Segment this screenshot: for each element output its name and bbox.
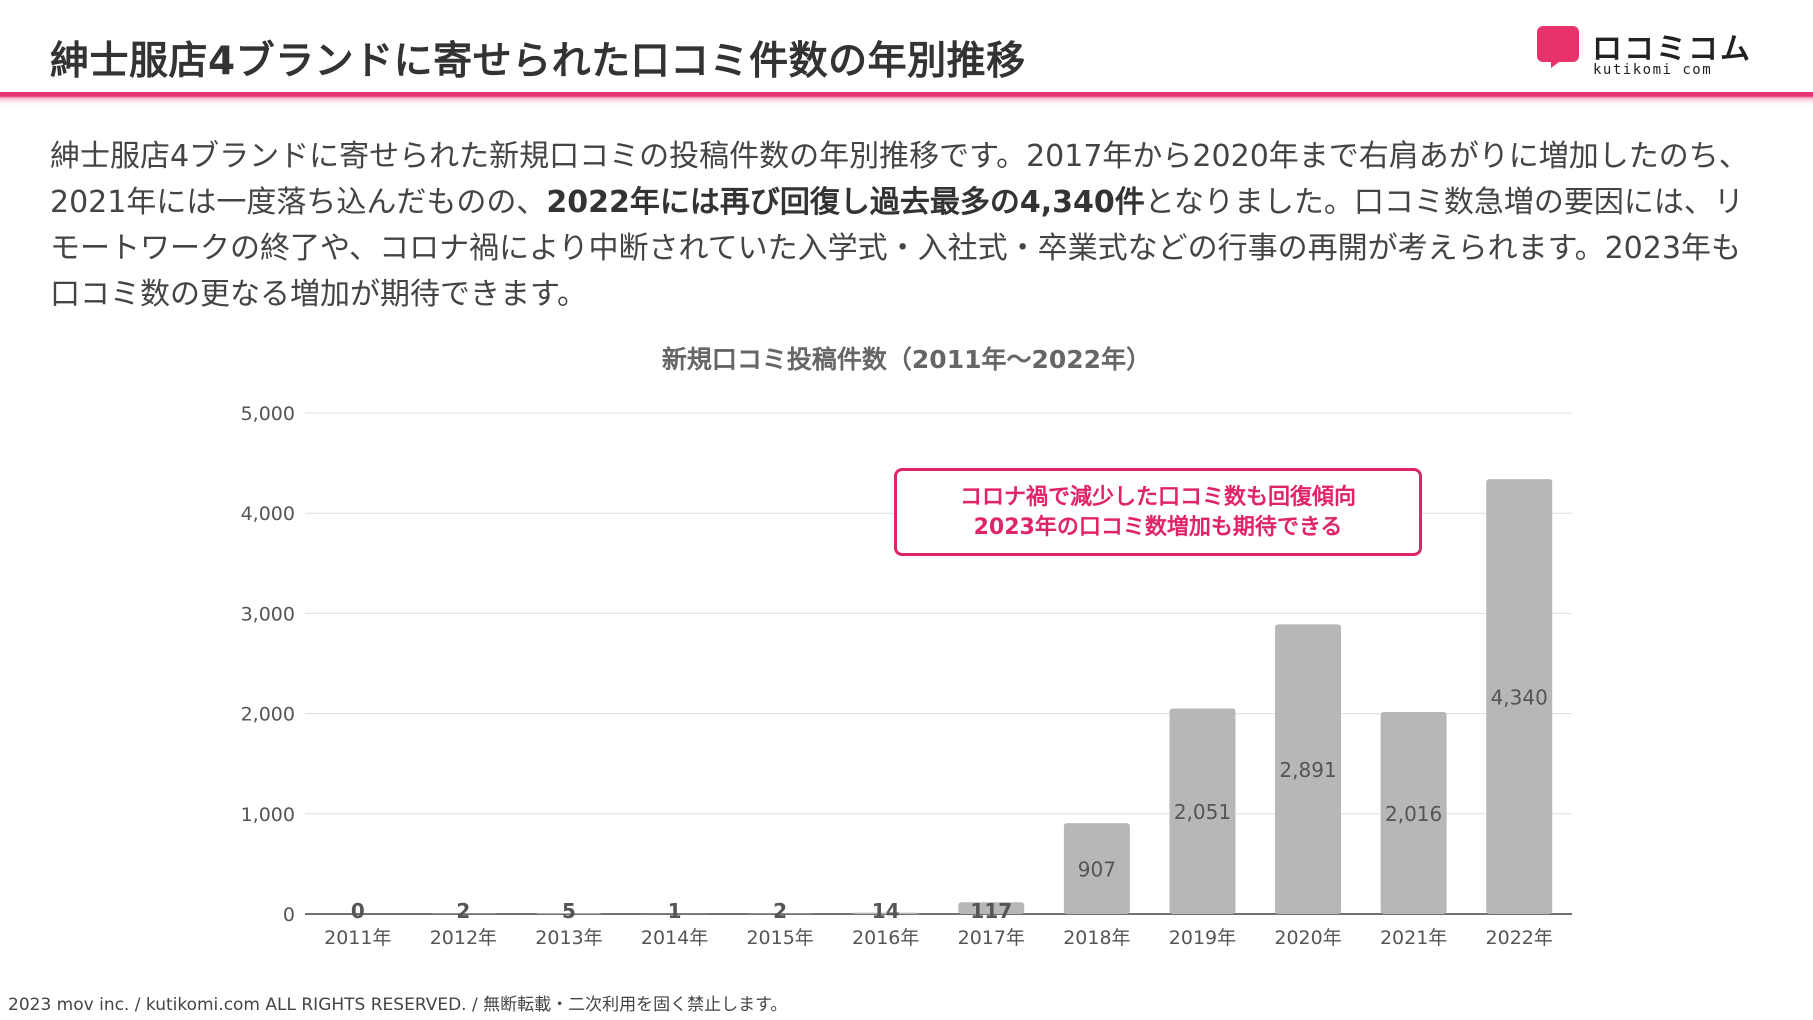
callout-box: コロナ禍で減少した口コミ数も回復傾向 2023年の口コミ数増加も期待できる: [894, 468, 1422, 556]
x-tick-label: 2016年: [852, 927, 919, 949]
data-label: 117: [970, 899, 1012, 923]
data-label: 907: [1078, 858, 1116, 882]
x-tick-label: 2015年: [746, 927, 813, 949]
x-axis-ticks: 2011年 2012年 2013年 2014年 2015年 2016年 2017年 2018年…: [324, 927, 1553, 949]
data-label: 1: [668, 899, 682, 923]
bar: [958, 902, 1025, 914]
bar: [1169, 708, 1236, 914]
x-tick-label: 2018年: [1063, 927, 1130, 949]
x-tick-label: 2013年: [535, 927, 602, 949]
intro-highlight: 2022年には再び回復し過去最多の4,340件: [546, 185, 1145, 220]
intro-paragraph: 紳士服店4ブランドに寄せられた新規口コミの投稿件数の年別推移です。2017年から…: [50, 134, 1770, 318]
intro-text-part2: となりました。口コミ数急増の要因には、リモートワークの終了や、コロナ禍により中断…: [50, 185, 1744, 312]
page-title: 紳士服店4ブランドに寄せられた口コミ件数の年別推移: [50, 39, 1026, 84]
data-labels: 0 2 5 1 2 14 117 907 2,051 2,891 2,016 4,340: [351, 686, 1548, 923]
bar: [852, 912, 919, 914]
speech-bubble-icon: [1537, 26, 1579, 68]
x-tick-label: 2011年: [324, 927, 391, 949]
bar: [1380, 711, 1447, 914]
intro-text-part1: 紳士服店4ブランドに寄せられた新規口コミの投稿件数の年別推移です。2017年から…: [50, 139, 1749, 220]
x-tick-label: 2019年: [1169, 927, 1236, 949]
y-tick-label: 5,000: [241, 403, 295, 425]
copyright-footer: 2023 mov inc. / kutikomi.com ALL RIGHTS …: [8, 995, 788, 1015]
x-tick-label: 2021年: [1380, 927, 1447, 949]
bar: [535, 913, 602, 914]
data-label: 2: [773, 899, 787, 923]
logo-text: ロコミコム: [1592, 32, 1752, 67]
x-tick-label: 2017年: [958, 927, 1025, 949]
bar: [1486, 479, 1553, 914]
kutikomi-logo: ロコミコム kutikomi com: [1537, 24, 1750, 80]
x-tick-label: 2014年: [641, 927, 708, 949]
y-tick-label: 1,000: [241, 804, 295, 826]
y-tick-label: 2,000: [241, 704, 295, 726]
data-label: 2: [456, 899, 470, 923]
data-label: 0: [351, 899, 365, 923]
x-tick-label: 2012年: [430, 927, 497, 949]
logo-subtext: kutikomi com: [1593, 62, 1713, 78]
callout-line-2: 2023年の口コミ数増加も期待できる: [973, 515, 1343, 540]
header-divider: [0, 92, 1813, 106]
y-tick-label: 0: [283, 904, 295, 926]
callout-line-1: コロナ禍で減少した口コミ数も回復傾向: [959, 485, 1356, 510]
chart-title: 新規口コミ投稿件数（2011年～2022年）: [661, 345, 1152, 374]
data-label: 2,016: [1385, 802, 1442, 826]
data-label: 4,340: [1491, 686, 1548, 710]
data-label: 2,051: [1174, 800, 1231, 824]
y-axis-ticks: 0 1,000 2,000 3,000 4,000 5,000: [241, 403, 295, 926]
data-label: 14: [872, 899, 900, 923]
bar: [1063, 823, 1130, 914]
y-tick-label: 3,000: [241, 603, 295, 625]
x-tick-label: 2020年: [1274, 927, 1341, 949]
data-label: 2,891: [1279, 758, 1336, 782]
bar: [1275, 624, 1342, 914]
x-tick-label: 2022年: [1486, 927, 1553, 949]
y-tick-label: 4,000: [241, 503, 295, 525]
bars: [430, 479, 1553, 914]
data-label: 5: [562, 899, 576, 923]
